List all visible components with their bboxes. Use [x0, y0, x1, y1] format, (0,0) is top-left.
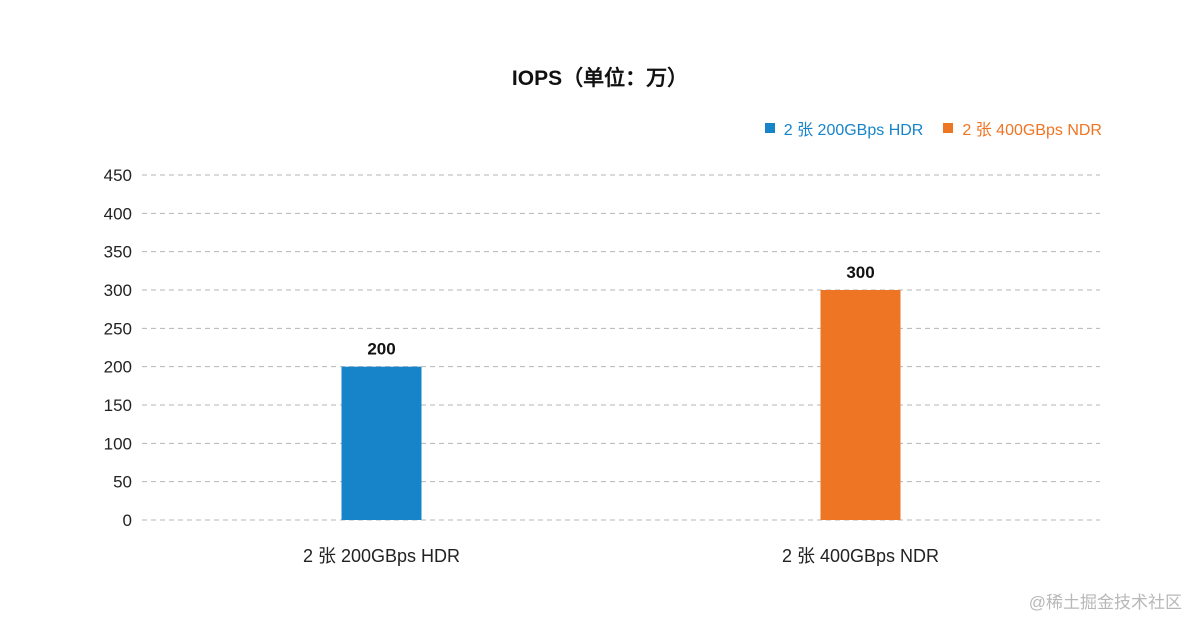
legend-swatch-ndr: [943, 123, 954, 133]
chart-legend: 2 张 200GBps HDR 2 张 400GBps NDR: [764, 116, 1102, 140]
bar-1: [341, 366, 422, 520]
bar-2: [820, 290, 901, 520]
legend-item-hdr: 2 张 200GBps HDR: [764, 116, 924, 140]
data-label-1: 200: [367, 340, 395, 359]
watermark-text: @稀土掘金技术社区: [1028, 593, 1182, 612]
y-tick-label-300: 300: [104, 281, 132, 300]
x-category-label-1: 2 张 200GBps HDR: [303, 546, 460, 566]
legend-swatch-hdr: [764, 123, 775, 133]
y-tick-label-400: 400: [104, 204, 132, 223]
legend-label-hdr: 2 张 200GBps HDR: [783, 122, 924, 139]
chart-title: IOPS（单位：万）: [511, 67, 689, 90]
legend-item-ndr: 2 张 400GBps NDR: [943, 116, 1102, 140]
y-tick-label-350: 350: [104, 243, 132, 262]
y-tick-label-450: 450: [104, 166, 132, 185]
y-tick-label-100: 100: [104, 434, 132, 453]
y-tick-label-200: 200: [104, 358, 132, 377]
data-label-2: 300: [846, 263, 874, 282]
y-tick-label-150: 150: [104, 396, 132, 415]
y-tick-label-50: 50: [113, 473, 132, 492]
legend-label-ndr: 2 张 400GBps NDR: [962, 122, 1102, 139]
y-tick-label-250: 250: [104, 319, 132, 338]
x-category-label-2: 2 张 400GBps NDR: [782, 546, 939, 566]
y-tick-label-0: 0: [123, 511, 132, 530]
